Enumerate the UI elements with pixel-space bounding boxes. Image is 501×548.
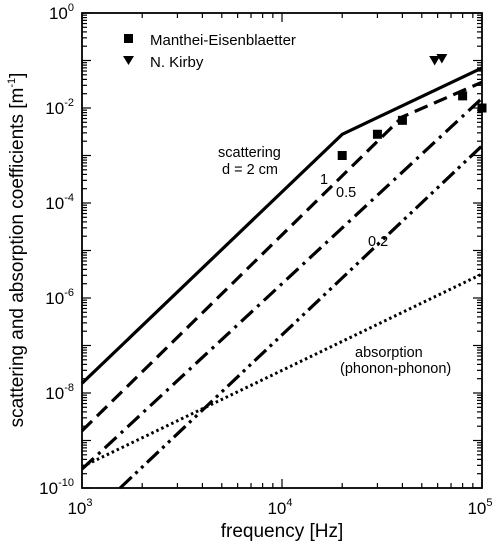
x-tick-base: 10: [267, 499, 286, 518]
x-tick-base: 10: [467, 499, 486, 518]
marker-square: [477, 103, 487, 113]
y-tick-exp: -4: [64, 192, 74, 204]
y-tick-exp: -6: [64, 287, 74, 299]
series-line-solid: [80, 66, 483, 385]
y-axis-title: scattering and absorption coefficients […: [6, 73, 28, 428]
marker-square: [337, 151, 347, 160]
x-axis-title: frequency [Hz]: [221, 521, 344, 542]
x-tick-exp: 3: [86, 497, 92, 509]
y-tick-exp: -10: [58, 477, 74, 489]
y-tick-base: 10: [39, 479, 58, 498]
y-tick-label: 10-6: [45, 287, 74, 308]
annotation-0-5: 0.5: [336, 185, 356, 201]
y-tick-base: 10: [49, 4, 68, 23]
x-tick-exp: 4: [286, 497, 292, 509]
x-tick-label: 104: [267, 497, 292, 518]
plot-frame: [81, 12, 483, 489]
legend: Manthei-Eisenblaetter N. Kirby: [123, 32, 296, 71]
y-tick-base: 10: [45, 384, 64, 403]
series-line-dash: [80, 80, 483, 432]
annotation-0-2: 0.2: [368, 234, 388, 250]
annotation-scattering: scattering: [218, 145, 281, 161]
y-tick-label: 10-2: [45, 97, 74, 118]
marker-triangle: [429, 56, 441, 66]
x-tick-label: 103: [67, 497, 92, 518]
y-tick-label: 10-4: [45, 192, 74, 213]
legend-label-manthei: Manthei-Eisenblaetter: [150, 32, 296, 49]
annotation-1: 1: [320, 172, 328, 188]
y-tick-base: 10: [45, 194, 64, 213]
y-tick-label: 100: [49, 2, 74, 23]
marker-square: [397, 115, 407, 125]
y-tick-label: 10-10: [39, 477, 74, 498]
marker-square: [372, 129, 382, 139]
x-tick-exp: 5: [486, 497, 492, 509]
y-tick-base: 10: [45, 99, 64, 118]
marker-triangle: [436, 54, 448, 64]
x-tick-base: 10: [67, 499, 86, 518]
legend-marker-triangle: [123, 56, 134, 65]
y-tick-exp: 0: [68, 2, 74, 14]
y-tick-exp: -8: [64, 382, 74, 394]
markers-layer: [337, 54, 487, 160]
y-axis-title-main: scattering and absorption coefficients […: [7, 88, 28, 428]
y-tick-exp: -2: [64, 97, 74, 109]
x-tick-label: 105: [467, 497, 492, 518]
series-line-dot: [81, 272, 483, 469]
y-axis-title-close: ]: [7, 73, 28, 78]
annotation-phonon: (phonon-phonon): [340, 361, 451, 377]
y-axis-title-exp: -1: [6, 78, 18, 88]
annotation-absorption: absorption: [355, 345, 423, 361]
marker-square: [458, 91, 468, 101]
legend-label-kirby: N. Kirby: [150, 54, 204, 71]
annotation-d: d = 2 cm: [222, 162, 278, 178]
series-layer: [80, 66, 484, 490]
y-tick-label: 10-8: [45, 382, 74, 403]
series-line-dashdotdot: [119, 144, 484, 490]
y-tick-base: 10: [45, 289, 64, 308]
legend-marker-square: [124, 34, 133, 43]
series-line-dashdot: [80, 97, 484, 471]
